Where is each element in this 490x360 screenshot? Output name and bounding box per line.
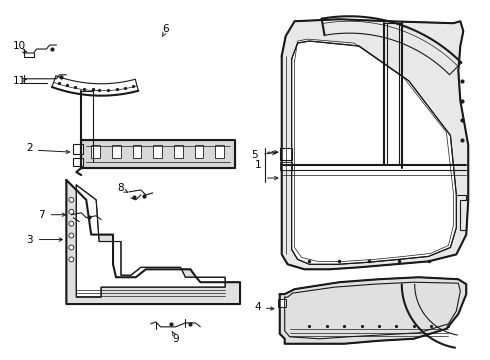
Bar <box>195 145 203 158</box>
Circle shape <box>69 245 74 250</box>
Polygon shape <box>280 277 466 344</box>
Bar <box>174 145 183 158</box>
Bar <box>215 145 224 158</box>
Text: 4: 4 <box>255 302 261 312</box>
Bar <box>91 145 100 158</box>
Bar <box>280 162 292 170</box>
Polygon shape <box>292 41 456 264</box>
Circle shape <box>69 257 74 262</box>
Circle shape <box>69 209 74 214</box>
Circle shape <box>69 197 74 202</box>
Text: 1: 1 <box>255 160 261 170</box>
Text: 7: 7 <box>38 210 45 220</box>
Text: 9: 9 <box>172 334 179 344</box>
Text: 10: 10 <box>13 41 26 51</box>
Circle shape <box>69 233 74 238</box>
Text: 2: 2 <box>26 143 33 153</box>
Bar <box>280 148 292 160</box>
Text: 5: 5 <box>251 150 258 160</box>
Text: 11: 11 <box>13 76 26 86</box>
Bar <box>132 145 142 158</box>
Text: 8: 8 <box>118 183 124 193</box>
Polygon shape <box>282 19 468 269</box>
Bar <box>153 145 162 158</box>
Bar <box>112 145 121 158</box>
Text: 3: 3 <box>26 234 33 244</box>
Polygon shape <box>66 180 240 304</box>
Polygon shape <box>81 140 235 168</box>
Bar <box>74 158 83 166</box>
Polygon shape <box>76 185 225 297</box>
Bar <box>278 299 286 307</box>
Text: 6: 6 <box>162 24 169 34</box>
Bar <box>74 144 83 154</box>
Circle shape <box>69 221 74 226</box>
